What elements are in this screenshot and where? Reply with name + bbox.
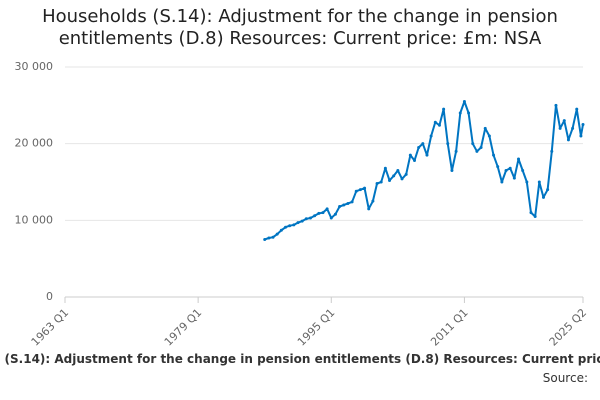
x-tick-label: 1995 Q1	[295, 306, 338, 349]
data-point	[317, 211, 321, 215]
data-point	[562, 119, 566, 123]
data-point	[350, 200, 354, 204]
data-point	[550, 149, 554, 153]
data-point	[400, 177, 404, 181]
data-point	[388, 178, 392, 182]
data-point	[379, 180, 383, 184]
footer: Households (S.14): Adjustment for the ch…	[0, 352, 600, 370]
data-point	[279, 228, 283, 232]
data-point	[346, 201, 350, 205]
data-point	[525, 180, 529, 184]
x-tick-label: 1963 Q1	[29, 306, 72, 349]
data-point	[321, 211, 325, 215]
data-point	[454, 149, 458, 153]
data-point	[533, 215, 537, 218]
data-point	[354, 189, 358, 193]
data-point	[263, 238, 267, 241]
chart-title: Households (S.14): Adjustment for the ch…	[42, 6, 558, 49]
data-point	[396, 169, 400, 172]
data-point	[508, 166, 512, 170]
data-point	[417, 146, 421, 149]
data-point	[566, 138, 570, 142]
data-point	[267, 236, 271, 240]
data-point	[371, 199, 375, 203]
data-point	[288, 224, 292, 228]
footer-title: Households (S.14): Adjustment for the ch…	[0, 352, 600, 366]
data-point	[442, 107, 446, 111]
data-point	[358, 188, 362, 192]
data-point	[325, 207, 329, 211]
x-tick-label: 2011 Q1	[428, 306, 471, 349]
data-point	[554, 103, 558, 107]
data-point	[429, 134, 433, 138]
data-point	[284, 225, 288, 229]
data-point	[404, 172, 408, 176]
y-tick-label: 20 000	[15, 137, 54, 150]
data-point	[496, 165, 500, 169]
data-point	[462, 100, 466, 103]
data-point	[541, 195, 545, 199]
data-point	[271, 235, 275, 239]
data-point	[467, 111, 471, 115]
data-point	[521, 169, 525, 172]
data-point	[329, 216, 333, 220]
data-point	[408, 153, 412, 157]
data-point	[342, 203, 346, 207]
data-point	[308, 216, 312, 220]
data-point	[392, 174, 396, 178]
data-point	[375, 182, 379, 186]
data-point	[363, 186, 367, 190]
series-line	[264, 100, 584, 241]
data-point	[479, 146, 483, 149]
data-point	[446, 142, 450, 146]
data-point	[300, 219, 304, 223]
data-point	[492, 153, 496, 157]
data-point	[458, 111, 462, 115]
y-tick-label: 0	[46, 290, 53, 303]
data-point	[487, 134, 491, 138]
x-tick-label: 1979 Q1	[162, 306, 205, 349]
data-point	[517, 157, 521, 161]
data-point	[504, 169, 508, 172]
data-point	[313, 214, 317, 218]
data-point	[275, 232, 279, 236]
data-point	[529, 211, 533, 215]
data-point	[450, 169, 454, 172]
data-point	[367, 207, 371, 211]
data-point	[512, 176, 516, 180]
data-point	[471, 142, 475, 146]
data-point	[412, 159, 416, 163]
data-point	[475, 149, 479, 153]
x-tick-label: 2025 Q2	[547, 306, 590, 349]
data-point	[304, 217, 308, 221]
y-tick-label: 10 000	[15, 213, 54, 226]
data-point	[571, 126, 575, 130]
y-tick-label: 30 000	[15, 60, 54, 73]
source: Source:	[542, 371, 588, 385]
data-point	[333, 212, 337, 216]
data-point	[579, 134, 583, 138]
data-point	[546, 188, 550, 192]
data-point	[558, 126, 562, 130]
data-point	[437, 123, 441, 127]
data-point	[383, 166, 387, 170]
data-point	[296, 221, 300, 225]
data-point	[292, 223, 296, 227]
data-point	[483, 126, 487, 130]
data-point	[433, 120, 437, 124]
data-point	[338, 205, 342, 209]
data-point	[500, 180, 504, 184]
data-point	[537, 180, 541, 184]
data-point	[425, 153, 429, 157]
data-point	[421, 142, 425, 146]
data-point	[575, 107, 579, 111]
data-point	[581, 123, 585, 126]
